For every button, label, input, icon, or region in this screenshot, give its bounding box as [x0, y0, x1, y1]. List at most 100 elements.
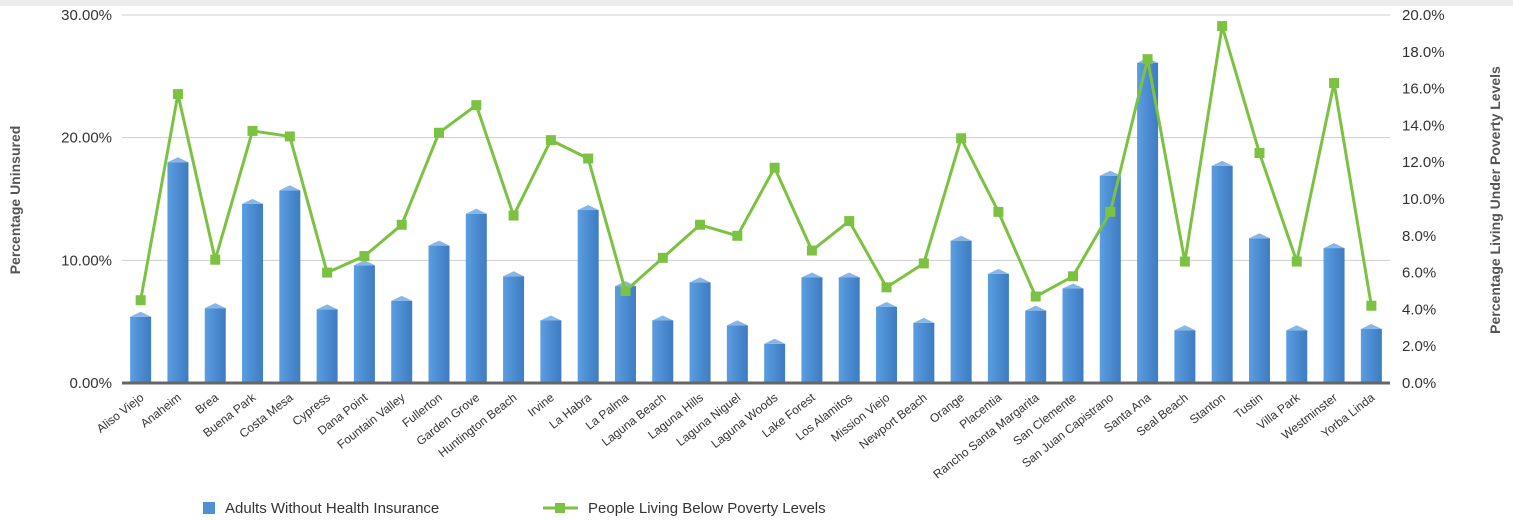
x-category-label: Irvine — [525, 390, 557, 419]
bar — [279, 185, 301, 383]
bar — [316, 304, 338, 383]
bar-cap — [1025, 305, 1047, 311]
bar-cap — [316, 304, 338, 310]
bar — [876, 301, 898, 383]
bar-cap — [577, 205, 599, 211]
bar — [987, 268, 1009, 383]
poverty-marker — [1030, 291, 1041, 302]
bar — [167, 157, 189, 383]
bar-front — [1286, 330, 1308, 383]
bar-front — [204, 308, 226, 383]
bar-front — [1174, 330, 1196, 383]
bar-front — [391, 300, 413, 383]
x-category-label: Aliso Viejo — [94, 390, 147, 436]
poverty-marker — [769, 162, 780, 173]
bar-front — [540, 320, 562, 383]
bar-front — [353, 265, 375, 383]
bar-cap — [503, 271, 525, 277]
y-right-tick-label: 8.0% — [1402, 228, 1436, 245]
bar-cap — [391, 295, 413, 301]
bar-front — [614, 286, 636, 383]
poverty-marker — [396, 219, 407, 230]
y-left-tick-label: 0.00% — [69, 375, 112, 392]
poverty-marker — [1179, 256, 1190, 267]
bar-front — [1360, 329, 1382, 383]
bar — [614, 281, 636, 383]
bar-front — [503, 276, 525, 383]
bar-cap — [130, 311, 152, 317]
bar-front — [279, 190, 301, 383]
y-right-tick-label: 14.0% — [1402, 117, 1445, 134]
bar-front — [1025, 310, 1047, 383]
legend-bar-label: Adults Without Health Insurance — [225, 500, 439, 517]
poverty-marker — [135, 295, 146, 306]
poverty-marker — [210, 254, 221, 265]
bar — [801, 272, 823, 383]
bar-series — [130, 57, 1382, 384]
bar-front — [652, 320, 674, 383]
bar-front — [689, 282, 711, 383]
bar-front — [577, 210, 599, 383]
poverty-marker — [508, 210, 519, 221]
bar-cap — [167, 157, 189, 163]
top-header-strip — [0, 0, 1513, 6]
line-series — [135, 21, 1377, 311]
bar-front — [465, 213, 487, 383]
bar — [204, 303, 226, 383]
poverty-marker — [434, 127, 444, 138]
legend-line-marker — [555, 503, 565, 513]
bar-front — [242, 203, 264, 383]
y-right-tick-label: 12.0% — [1402, 154, 1445, 171]
x-category-label: Anaheim — [138, 390, 184, 430]
bar — [465, 208, 487, 383]
poverty-marker — [545, 135, 556, 146]
poverty-marker — [359, 251, 370, 262]
poverty-marker — [1291, 256, 1302, 267]
bar-cap — [801, 272, 823, 278]
bar-front — [950, 240, 972, 383]
x-category-label: Brea — [192, 390, 221, 417]
poverty-marker — [583, 153, 594, 164]
bar — [1025, 305, 1047, 383]
bar-front — [1248, 238, 1270, 383]
poverty-marker — [471, 100, 482, 111]
bar-cap — [353, 260, 375, 266]
bar — [838, 272, 860, 383]
y-left-axis-title: Percentage Uninsured — [7, 126, 23, 275]
bar — [913, 317, 935, 383]
bar — [1286, 325, 1308, 383]
bar — [726, 320, 748, 383]
poverty-marker — [1366, 300, 1377, 311]
bar — [540, 315, 562, 383]
y-left-tick-label: 10.00% — [61, 252, 112, 269]
gridlines — [122, 14, 1390, 261]
poverty-marker — [956, 133, 967, 144]
bar-cap — [204, 303, 226, 309]
bar-cap — [652, 315, 674, 321]
y-right-tick-label: 4.0% — [1402, 301, 1436, 318]
y-right-tick-label: 16.0% — [1402, 81, 1445, 98]
poverty-marker — [1217, 21, 1228, 32]
legend-bar-swatch — [203, 502, 215, 514]
bar-cap — [540, 315, 562, 321]
bar — [1211, 160, 1233, 383]
y-right-tick-label: 6.0% — [1402, 265, 1436, 282]
bar-front — [838, 277, 860, 383]
poverty-marker — [695, 219, 706, 230]
poverty-marker — [918, 258, 929, 269]
bar-front — [1211, 165, 1233, 383]
bar — [1099, 170, 1121, 383]
bar-front — [316, 309, 338, 383]
x-category-label: Fountain Valley — [334, 390, 407, 451]
poverty-marker — [993, 206, 1004, 217]
poverty-marker — [1254, 148, 1265, 158]
poverty-marker — [1329, 78, 1340, 89]
bar-front — [428, 245, 450, 383]
bar-front — [876, 306, 898, 383]
bar-front — [1062, 288, 1084, 383]
y-right-tick-label: 20.0% — [1402, 7, 1445, 24]
poverty-marker — [732, 230, 743, 241]
poverty-marker — [806, 245, 817, 256]
